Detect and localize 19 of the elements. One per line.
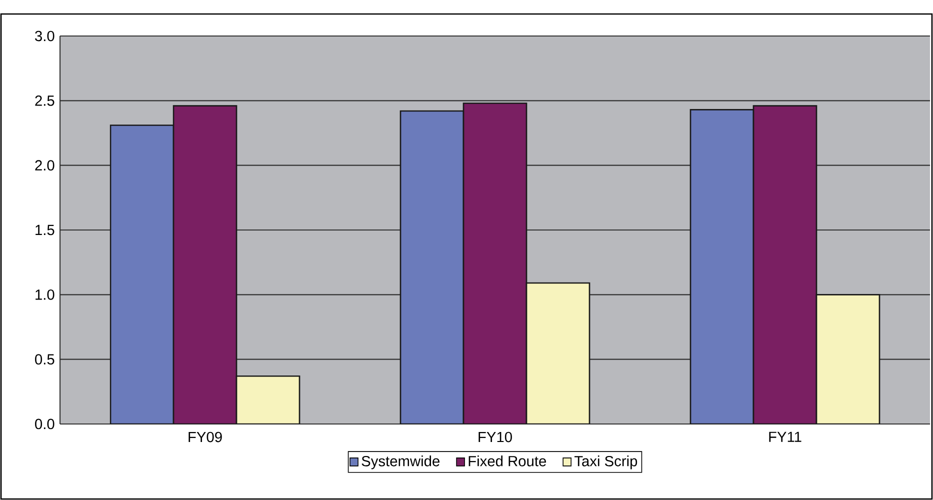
y-tick-label: 2.5 bbox=[35, 95, 54, 106]
y-tick-label: 0.0 bbox=[35, 418, 54, 430]
y-tick-label: 1.5 bbox=[36, 224, 54, 236]
legend-label: Taxi Scrip bbox=[574, 456, 638, 470]
y-tick-label: 2.0 bbox=[35, 160, 54, 171]
x-tick-label: FY10 bbox=[478, 432, 512, 442]
x-tick-label: FY11 bbox=[769, 432, 802, 442]
bar bbox=[462, 102, 528, 424]
x-tick-label: FY09 bbox=[188, 432, 222, 442]
legend-label: Systemwide bbox=[362, 456, 440, 470]
bar bbox=[526, 282, 590, 424]
bar bbox=[236, 375, 300, 424]
bar bbox=[816, 294, 880, 424]
y-tick-label: 3.0 bbox=[35, 30, 54, 42]
y-tick-label: 1.0 bbox=[36, 289, 54, 300]
bar bbox=[172, 105, 238, 424]
legend-label: Fixed Route bbox=[468, 456, 546, 466]
bar bbox=[752, 105, 818, 424]
y-tick-label: 0.5 bbox=[35, 354, 54, 365]
